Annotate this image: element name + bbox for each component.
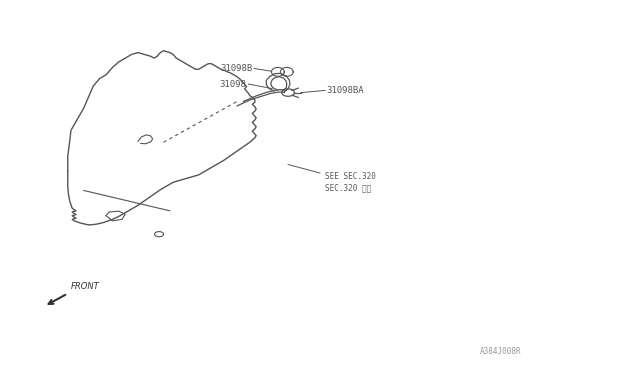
Text: SEE SEC.320
SEC.320 参照: SEE SEC.320 SEC.320 参照	[325, 172, 376, 192]
Text: FRONT: FRONT	[71, 282, 100, 291]
Text: 31098: 31098	[220, 80, 246, 89]
Text: 31098BA: 31098BA	[326, 86, 364, 95]
Text: A384J008R: A384J008R	[479, 347, 521, 356]
Text: 31098B: 31098B	[221, 64, 253, 73]
